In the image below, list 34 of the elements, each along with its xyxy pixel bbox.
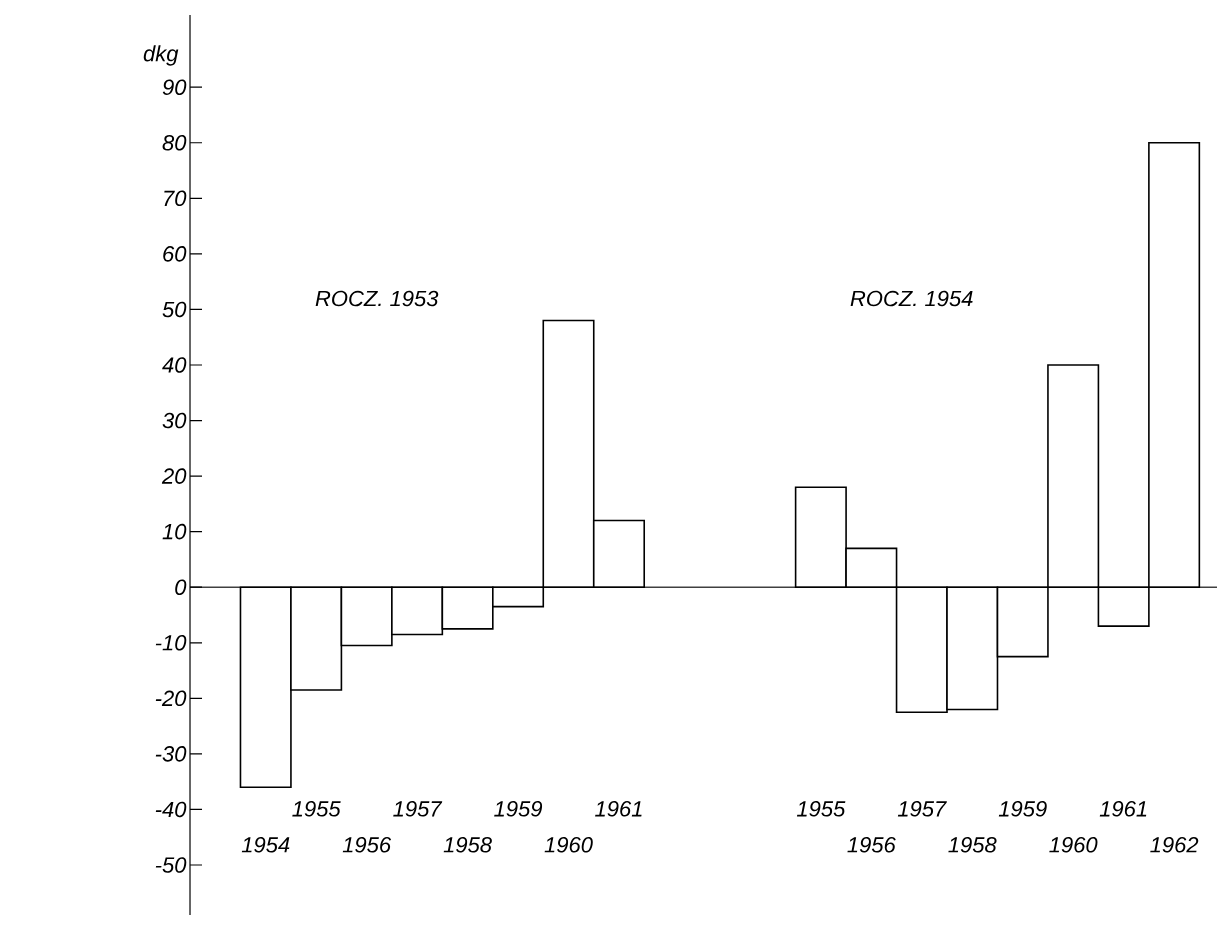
x-tick-label: 1959 <box>494 801 543 817</box>
x-tick-label: 1956 <box>847 837 896 853</box>
y-tick-label: 40 <box>162 357 187 373</box>
x-tick-label: 1961 <box>595 801 642 817</box>
x-tick-label: 1960 <box>1049 837 1098 853</box>
y-tick-label: 20 <box>161 468 187 484</box>
y-tick-label: 90 <box>162 79 187 96</box>
y-tick-label: -50 <box>155 857 187 873</box>
y-tick-label: 10 <box>162 523 187 540</box>
x-tick-label: 1958 <box>443 837 492 853</box>
y-tick-label: -20 <box>155 690 187 707</box>
x-tick-label: 1956 <box>342 837 392 853</box>
x-tick-label: 1955 <box>796 801 846 817</box>
y-tick-label: -30 <box>155 746 187 762</box>
x-tick-label: 1961 <box>1099 801 1147 817</box>
y-tick-label: 60 <box>163 246 187 262</box>
x-tick-label: 1954 <box>241 837 290 853</box>
x-tick-label: 1955 <box>292 801 341 817</box>
y-tick-label: -10 <box>155 634 187 651</box>
y-tick-label: -40 <box>155 801 187 818</box>
x-tick-label: 1957 <box>393 801 443 817</box>
y-tick-label: 50 <box>162 301 187 318</box>
x-tick-label: 1959 <box>998 801 1047 817</box>
x-tick-label: 1957 <box>897 801 947 817</box>
y-tick-label: 70 <box>164 190 187 207</box>
annotation: ROCZ. 1953 <box>315 290 439 307</box>
y-tick-label: 30 <box>162 412 187 429</box>
annotation: ROCZ. 1954 <box>850 290 973 307</box>
y-tick-label: 0 <box>175 579 187 596</box>
y-axis-title: dkg <box>143 45 179 66</box>
y-tick-label: 80 <box>162 134 187 151</box>
x-tick-label: 1958 <box>948 837 997 853</box>
x-tick-label: 1962 <box>1150 837 1199 853</box>
x-tick-label: 1960 <box>544 837 593 853</box>
